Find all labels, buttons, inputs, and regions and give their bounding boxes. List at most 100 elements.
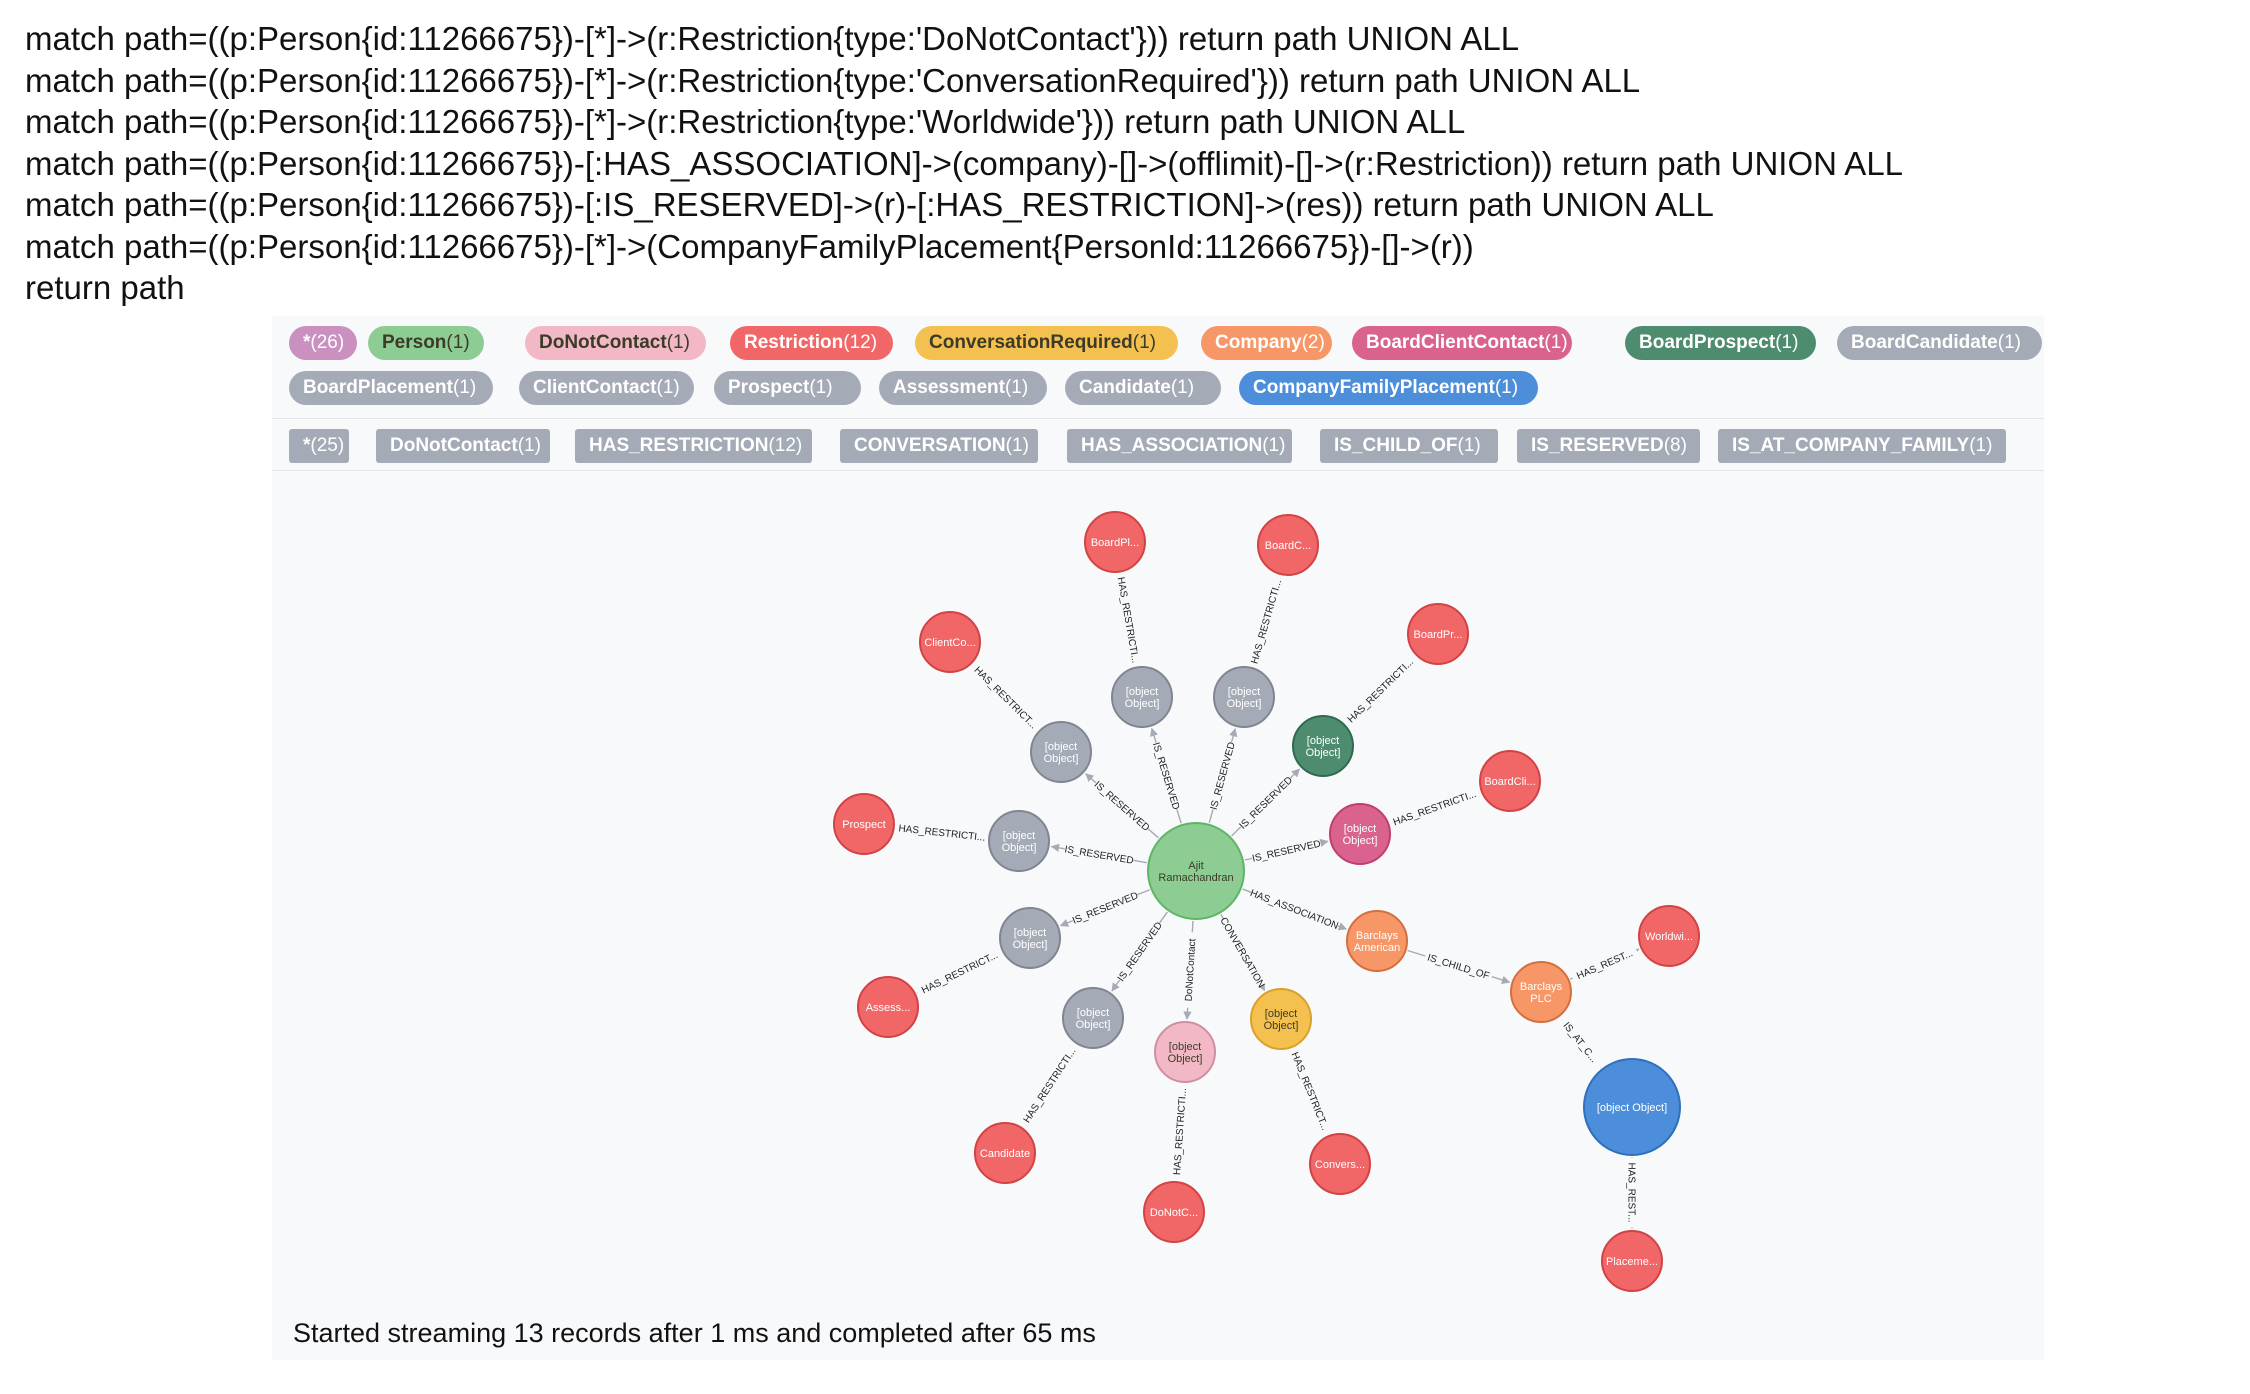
edge-label: IS_RESERVED xyxy=(1071,890,1140,926)
relationship-type-pill[interactable]: IS_AT_COMPANY_FAMILY(1) xyxy=(1718,429,2006,463)
pill-count: (1) xyxy=(1004,377,1029,398)
relationship-edge[interactable]: HAS_RESTRICTI... xyxy=(1114,570,1143,670)
graph-node[interactable]: ClientCo... xyxy=(919,611,981,673)
pill-label: BoardCandidate xyxy=(1851,332,1998,353)
relationship-type-pill[interactable]: DoNotContact(1) xyxy=(376,429,550,463)
pill-count: (1) xyxy=(446,332,470,353)
node-caption: Object] xyxy=(1125,698,1160,710)
relationship-edge[interactable]: HAS_RESTRICT... xyxy=(915,946,1004,999)
node-label-pill[interactable]: Candidate(1) xyxy=(1065,371,1221,405)
edge-label: HAS_RESTRICT... xyxy=(972,665,1039,731)
node-label-pill[interactable]: *(26) xyxy=(289,326,357,360)
relationship-edge[interactable]: HAS_RESTRICTI... xyxy=(1340,651,1420,730)
relationship-edge[interactable]: HAS_RESTRICTI... xyxy=(1246,572,1286,671)
node-label-row: BoardPlacement(1) ClientContact(1) Prospec… xyxy=(272,371,2044,415)
node-caption: [object xyxy=(1126,686,1158,698)
relationship-edge[interactable]: CONVERSATION xyxy=(1217,914,1267,992)
node-label-pill[interactable]: ConversationRequired(1) xyxy=(915,326,1178,360)
graph-node[interactable]: DoNotC... xyxy=(1143,1181,1205,1243)
node-label-pill[interactable]: Company(2) xyxy=(1201,326,1332,360)
relationship-edge[interactable]: IS_RESERVED xyxy=(1111,911,1168,992)
node-label-pill[interactable]: Restriction(12) xyxy=(730,326,893,360)
node-label-pill[interactable]: Assessment(1) xyxy=(879,371,1047,405)
relationship-type-pill[interactable]: CONVERSATION(1) xyxy=(840,429,1038,463)
relationship-edge[interactable]: IS_RESERVED xyxy=(1085,773,1159,839)
relationship-edge[interactable]: HAS_RESTRICTI... xyxy=(1170,1081,1189,1182)
edge-label: IS_RESERVED xyxy=(1150,741,1181,811)
graph-node[interactable]: BoardCli... xyxy=(1479,750,1541,812)
graph-node[interactable]: Worldwi... xyxy=(1638,905,1700,967)
graph-node[interactable]: [object Object] xyxy=(1583,1058,1681,1156)
pill-count: (1) xyxy=(1170,377,1195,398)
relationship-edge[interactable]: HAS_RESTRICTI... xyxy=(1385,785,1484,830)
graph-node[interactable]: Placeme... xyxy=(1601,1230,1663,1292)
node-label-pill[interactable]: BoardPlacement(1) xyxy=(289,371,493,405)
graph-node[interactable]: BoardPl... xyxy=(1084,511,1146,573)
relationship-edge[interactable]: HAS_REST... xyxy=(1626,1157,1639,1229)
relationship-edge[interactable]: DoNotContact xyxy=(1181,920,1199,1020)
pill-count: (1) xyxy=(1132,332,1156,353)
edge-label-background xyxy=(1556,1013,1606,1071)
relationship-edge[interactable]: IS_RESERVED xyxy=(1150,727,1183,824)
query-line: match path=((p:Person{id:11266675})-[*]-… xyxy=(25,20,1520,57)
relationship-edge[interactable]: IS_RESERVED xyxy=(1207,728,1238,823)
relationship-type-pill[interactable]: IS_RESERVED(8) xyxy=(1517,429,1700,463)
node-label-pill[interactable]: Prospect(1) xyxy=(714,371,861,405)
relationship-edge[interactable]: IS_RESERVED xyxy=(1050,842,1147,867)
relationship-type-pill[interactable]: HAS_RESTRICTION(12) xyxy=(575,429,812,463)
relationship-edge[interactable]: IS_RESERVED xyxy=(1244,837,1329,865)
graph-node[interactable]: Assess... xyxy=(857,976,919,1038)
node-circle xyxy=(1292,715,1354,777)
node-caption: Object] xyxy=(1013,939,1048,951)
pill-count: (1) xyxy=(452,377,477,398)
node-circle xyxy=(1143,1181,1205,1243)
node-label-pill[interactable]: BoardProspect(1) xyxy=(1625,326,1816,360)
relationship-edge[interactable]: IS_CHILD_OF xyxy=(1407,949,1511,984)
node-circle xyxy=(999,907,1061,969)
relationship-edge[interactable]: HAS_RESTRICT... xyxy=(1287,1045,1334,1137)
node-label-pill[interactable]: Person(1) xyxy=(368,326,484,360)
node-label-pill[interactable]: DoNotContact(1) xyxy=(525,326,706,360)
node-label-pill[interactable]: CompanyFamilyPlacement(1) xyxy=(1239,371,1538,405)
node-caption: [object Object] xyxy=(1597,1102,1667,1114)
pill-count: (12) xyxy=(843,332,878,353)
pill-count: (1) xyxy=(809,377,833,398)
relationship-edge[interactable]: IS_RESERVED xyxy=(1059,889,1150,927)
node-label-pill[interactable]: BoardClientContact(1) xyxy=(1352,326,1572,360)
relationship-edge[interactable]: HAS_RESTRICTI... xyxy=(1017,1040,1082,1130)
graph-node[interactable]: BoardPr... xyxy=(1407,603,1469,665)
node-label-pill[interactable]: ClientContact(1) xyxy=(519,371,694,405)
node-caption: Convers... xyxy=(1315,1159,1365,1171)
relationship-type-pill[interactable]: *(25) xyxy=(289,429,349,463)
relationship-edge[interactable]: HAS_REST... xyxy=(1570,944,1640,984)
graph-node[interactable]: BoardC... xyxy=(1257,514,1319,576)
pill-count: (1) xyxy=(1544,332,1568,353)
node-label-pill[interactable]: BoardCandidate(1) xyxy=(1837,326,2042,360)
edge-label: HAS_RESTRICTI... xyxy=(1115,576,1141,664)
relationship-type-pill[interactable]: IS_CHILD_OF(1) xyxy=(1320,429,1498,463)
graph-node[interactable]: Candidate xyxy=(974,1122,1036,1184)
relationship-edge[interactable]: HAS_RESTRICTI... xyxy=(892,821,992,844)
relationship-edge[interactable]: HAS_ASSOCIATION xyxy=(1242,886,1348,932)
node-caption: [object xyxy=(1228,686,1260,698)
relationship-edge[interactable]: IS_RESERVED xyxy=(1231,768,1301,837)
relationship-edge[interactable]: IS_AT_C... xyxy=(1556,1013,1606,1071)
relationship-edge[interactable]: HAS_RESTRICT... xyxy=(968,660,1044,735)
graph-node[interactable]: Convers... xyxy=(1309,1133,1371,1195)
graph-node[interactable]: Prospect xyxy=(833,793,895,855)
relationship-type-pill[interactable]: HAS_ASSOCIATION(1) xyxy=(1067,429,1292,463)
